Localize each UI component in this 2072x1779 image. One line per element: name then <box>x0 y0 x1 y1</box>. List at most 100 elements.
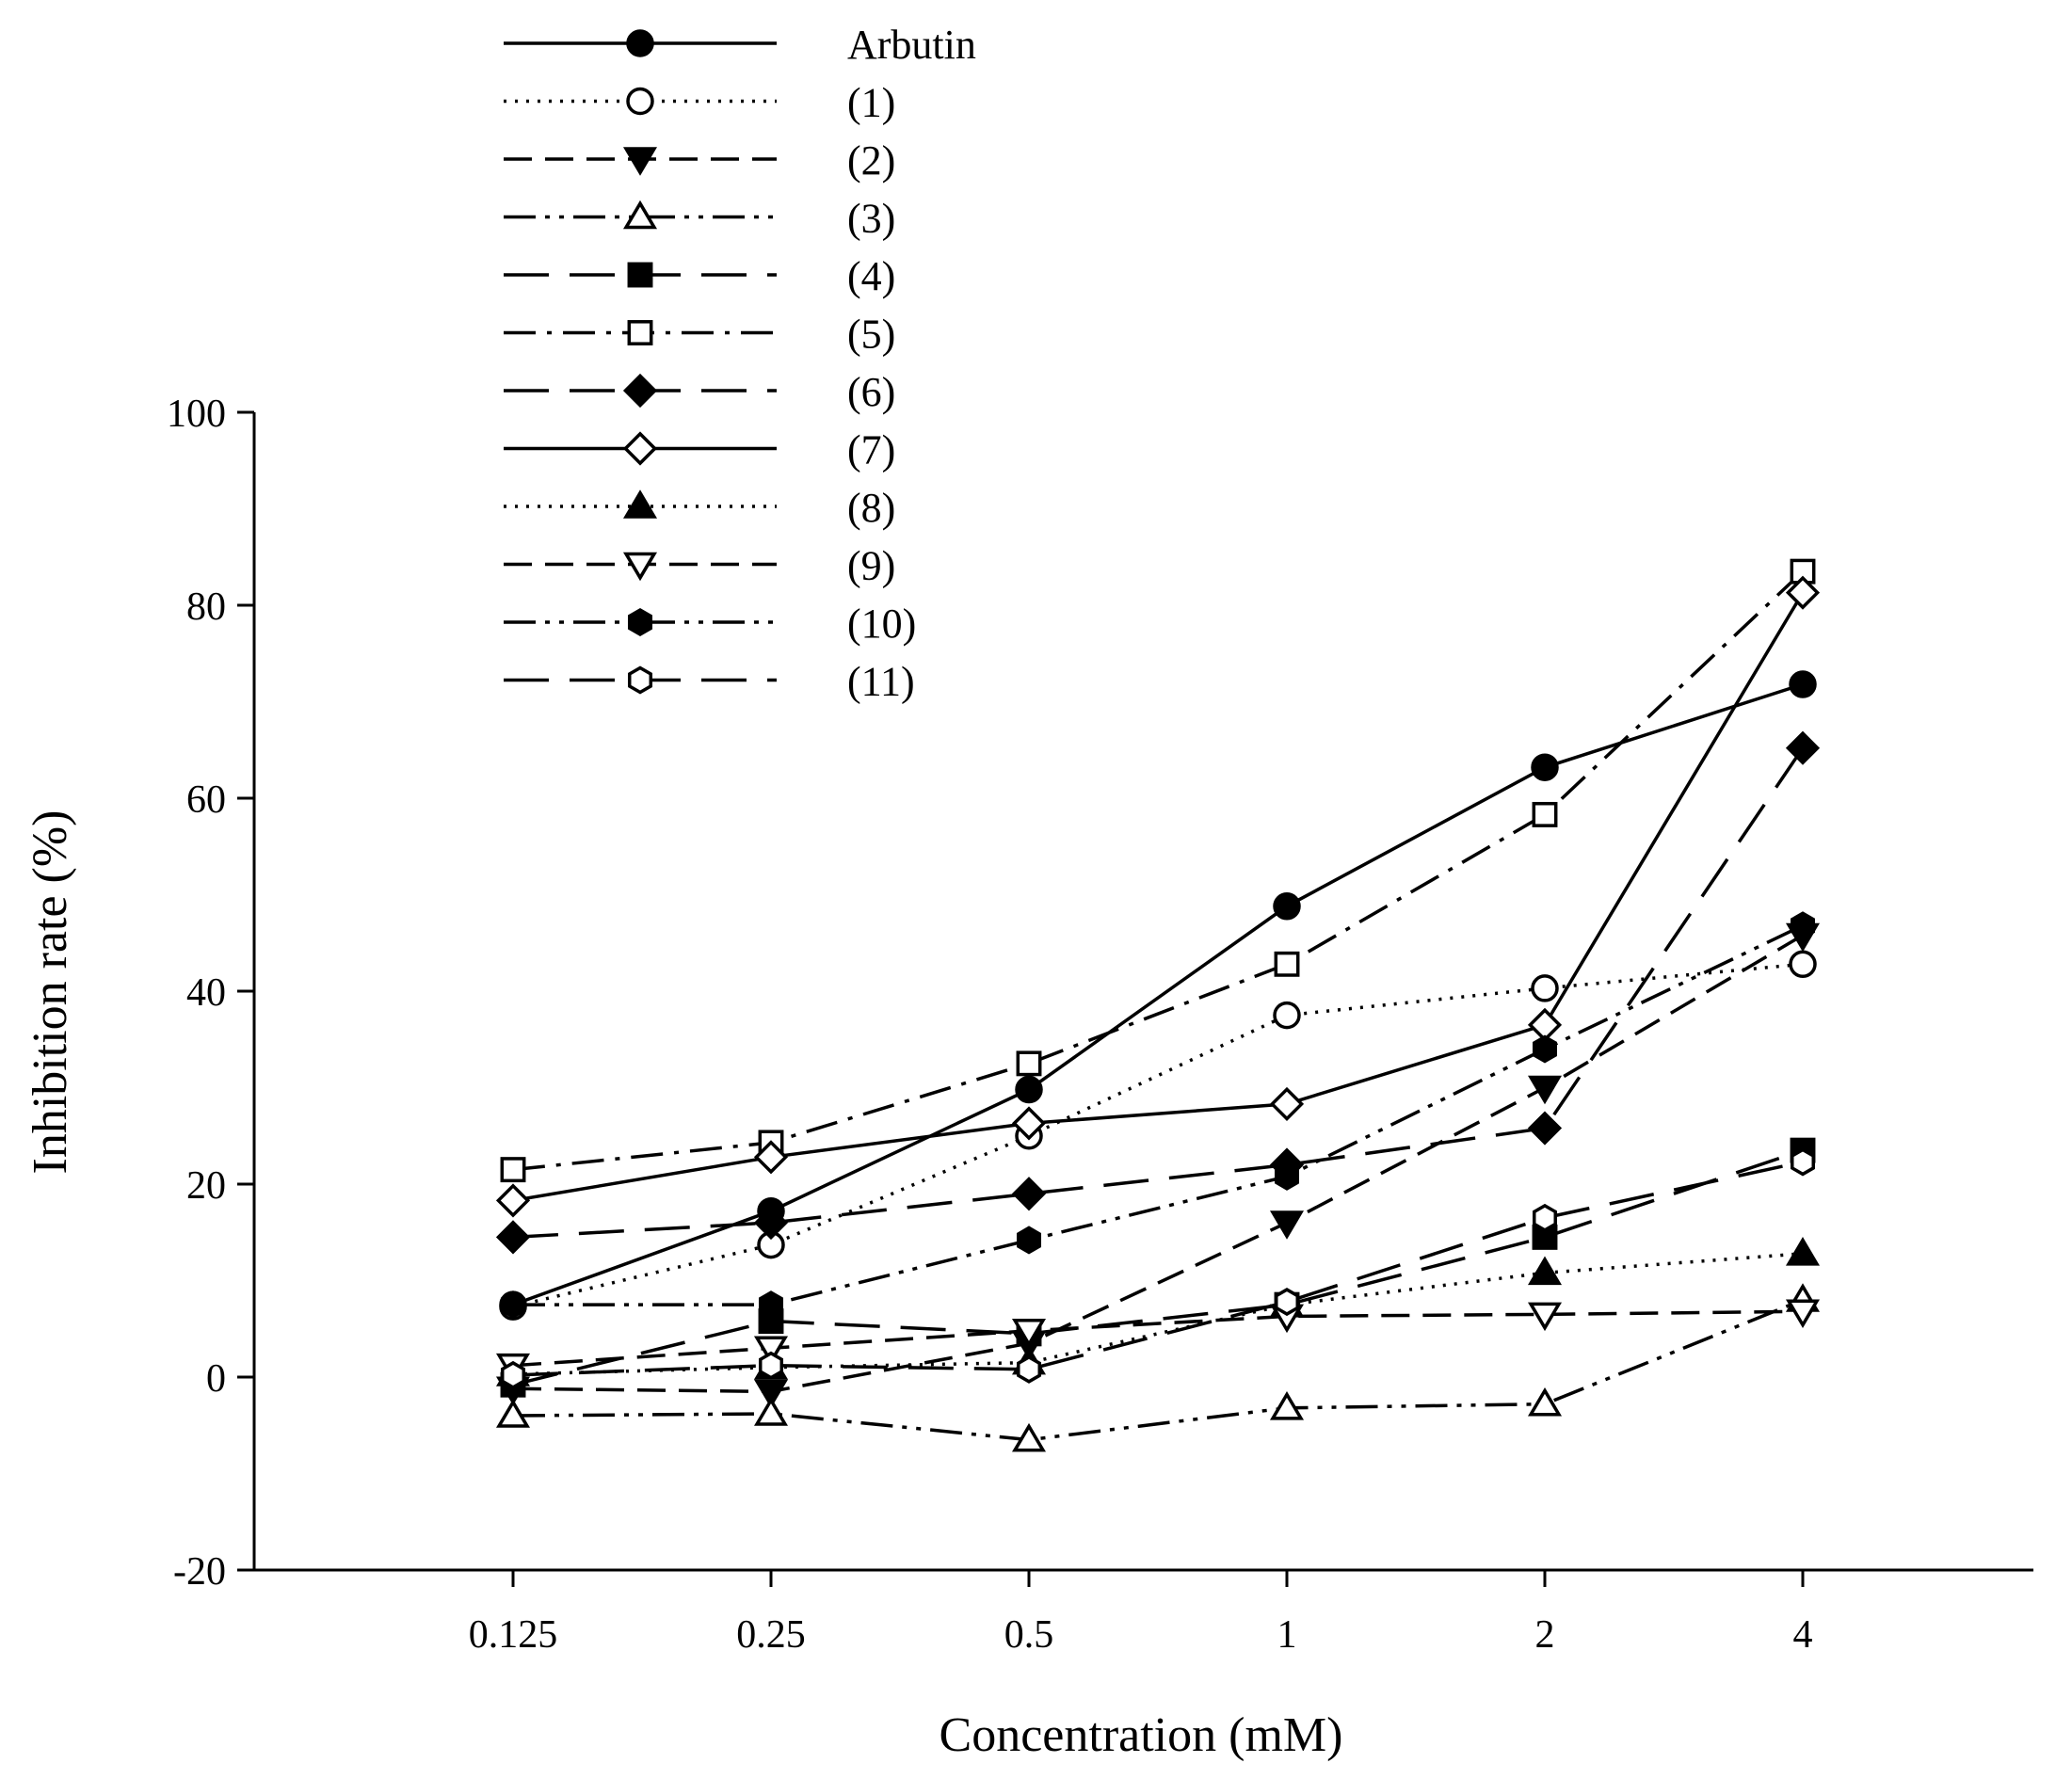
series-12 <box>500 1147 1816 1389</box>
series-line <box>512 591 1805 1203</box>
legend-marker <box>627 607 653 637</box>
legend-label: (8) <box>847 485 895 531</box>
legend-label: (10) <box>847 601 916 647</box>
data-point <box>1273 892 1301 921</box>
legend-item: (3) <box>504 196 895 242</box>
data-point <box>495 1220 531 1255</box>
data-point <box>1016 1050 1042 1077</box>
series-6 <box>500 558 1816 1183</box>
legend-item: (11) <box>504 659 915 705</box>
legend-marker <box>622 489 658 519</box>
series-11 <box>500 911 1816 1320</box>
data-point <box>753 1140 789 1175</box>
series-9 <box>495 1237 1821 1386</box>
legend-label: (9) <box>847 543 895 589</box>
y-tick-label: 0 <box>206 1357 226 1401</box>
x-tick-label: 0.25 <box>736 1613 806 1657</box>
series-line <box>513 923 1804 1306</box>
legend-marker <box>627 665 653 695</box>
y-tick-label: 40 <box>186 971 226 1015</box>
y-tick-label: 20 <box>186 1164 226 1208</box>
data-point <box>1274 1162 1300 1191</box>
x-ticks: 0.125 0.25 0.5 1 2 4 <box>469 1570 1813 1657</box>
data-point <box>1011 1106 1047 1141</box>
y-axis-label: Inhibition rate (%) <box>24 810 77 1175</box>
series-line <box>512 1298 1804 1442</box>
series-7 <box>495 730 1821 1255</box>
series-2 <box>499 950 1817 1321</box>
legend-label: Arbutin <box>847 22 976 68</box>
legend-marker <box>622 552 658 582</box>
series-8 <box>495 575 1821 1218</box>
legend-item: (5) <box>504 312 895 358</box>
x-tick-label: 0.125 <box>469 1613 558 1657</box>
legend-marker <box>626 87 654 116</box>
legend-marker <box>622 200 658 230</box>
legend-marker <box>622 147 658 176</box>
series-5 <box>500 1137 1816 1398</box>
data-point <box>753 1379 789 1409</box>
x-tick-label: 4 <box>1793 1613 1813 1657</box>
data-point <box>753 1336 789 1365</box>
data-point <box>495 1183 531 1218</box>
series-1 <box>499 670 1817 1319</box>
series-line <box>512 746 1805 1240</box>
series-line <box>512 569 1805 1172</box>
legend-item: (10) <box>504 601 916 647</box>
x-axis-label: Concentration (mM) <box>940 1708 1343 1762</box>
legend-item: (9) <box>504 543 895 589</box>
data-point <box>1789 950 1817 979</box>
data-point <box>1015 1075 1043 1104</box>
data-point <box>1011 1319 1047 1348</box>
data-point <box>753 1397 789 1426</box>
legend-marker <box>622 431 658 466</box>
data-point <box>1531 974 1559 1002</box>
y-tick-label: 60 <box>186 778 226 822</box>
y-tick-label: 100 <box>167 393 226 436</box>
data-point <box>1016 1354 1042 1384</box>
data-point <box>1785 1299 1821 1329</box>
x-tick-label: 1 <box>1277 1613 1297 1657</box>
data-point <box>1790 1147 1816 1177</box>
y-ticks: -20 0 20 40 60 80 100 <box>167 393 254 1594</box>
data-point <box>1790 911 1816 940</box>
data-point <box>1789 670 1817 698</box>
series-line <box>512 1160 1804 1377</box>
x-tick-label: 0.5 <box>1004 1613 1054 1657</box>
legend-item: (6) <box>504 369 895 415</box>
legend-marker <box>626 29 654 57</box>
data-point <box>1269 1086 1305 1121</box>
legend-label: (2) <box>847 137 895 184</box>
data-point <box>1269 1391 1305 1420</box>
legend-marker <box>627 262 653 288</box>
legend-label: (7) <box>847 427 895 473</box>
series-line <box>512 934 1804 1394</box>
legend-item: (2) <box>504 137 895 184</box>
legend-label: (11) <box>847 659 915 705</box>
data-point <box>758 1351 784 1380</box>
data-point <box>1527 1075 1563 1105</box>
data-point <box>500 1360 526 1389</box>
data-point <box>1011 1177 1047 1211</box>
legend-label: (4) <box>847 253 895 299</box>
data-point <box>1527 1386 1563 1417</box>
data-point <box>753 1205 789 1241</box>
y-tick-label: 80 <box>186 585 226 629</box>
data-point <box>495 1399 531 1428</box>
legend-label: (1) <box>847 80 895 126</box>
y-tick-label: -20 <box>173 1550 226 1594</box>
legend-item: (7) <box>504 427 895 473</box>
legend-label: (3) <box>847 196 895 242</box>
series-line <box>512 1309 1804 1368</box>
data-point <box>1785 575 1821 610</box>
legend-marker <box>622 373 658 409</box>
legend: Arbutin (1) (2) (3) (4) (5) (6) (7) (8) (9) (10) (1… <box>504 22 976 705</box>
legend-item: Arbutin <box>504 22 976 68</box>
data-point <box>1532 1203 1558 1232</box>
data-point <box>1527 1111 1563 1146</box>
legend-label: (6) <box>847 369 895 415</box>
data-point <box>758 1290 784 1320</box>
series-4 <box>495 1283 1821 1452</box>
data-point <box>1016 1226 1042 1255</box>
